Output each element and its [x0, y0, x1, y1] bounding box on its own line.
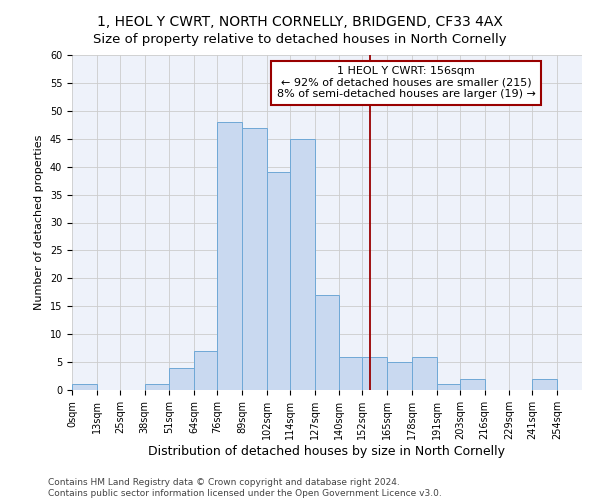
Text: Size of property relative to detached houses in North Cornelly: Size of property relative to detached ho… — [93, 32, 507, 46]
Bar — [290, 138, 314, 390]
X-axis label: Distribution of detached houses by size in North Cornelly: Distribution of detached houses by size … — [149, 444, 505, 458]
Bar — [412, 356, 437, 390]
Bar — [267, 172, 290, 390]
Bar — [242, 128, 267, 390]
Bar — [145, 384, 169, 390]
Bar — [194, 351, 217, 390]
Bar — [169, 368, 194, 390]
Bar — [217, 122, 242, 390]
Bar — [387, 362, 412, 390]
Y-axis label: Number of detached properties: Number of detached properties — [34, 135, 44, 310]
Text: 1, HEOL Y CWRT, NORTH CORNELLY, BRIDGEND, CF33 4AX: 1, HEOL Y CWRT, NORTH CORNELLY, BRIDGEND… — [97, 15, 503, 29]
Text: 1 HEOL Y CWRT: 156sqm
← 92% of detached houses are smaller (215)
8% of semi-deta: 1 HEOL Y CWRT: 156sqm ← 92% of detached … — [277, 66, 536, 100]
Bar — [362, 356, 387, 390]
Bar — [72, 384, 97, 390]
Bar — [340, 356, 362, 390]
Bar — [460, 379, 485, 390]
Bar — [314, 295, 340, 390]
Text: Contains HM Land Registry data © Crown copyright and database right 2024.
Contai: Contains HM Land Registry data © Crown c… — [48, 478, 442, 498]
Bar — [532, 379, 557, 390]
Bar — [437, 384, 460, 390]
